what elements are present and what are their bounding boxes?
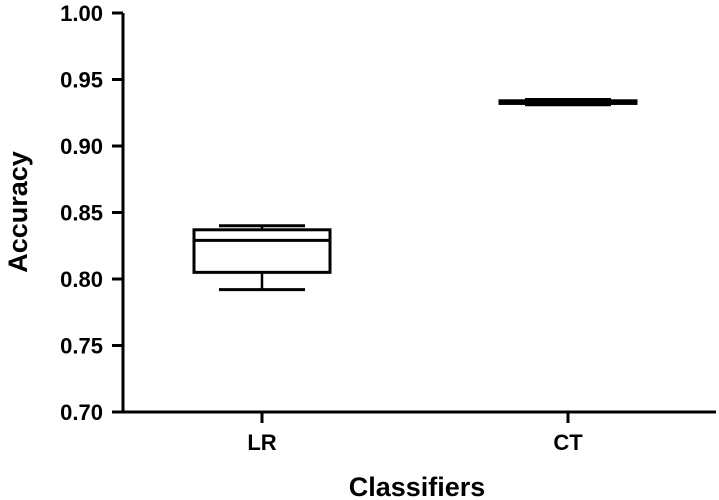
box-lr — [192, 224, 332, 292]
box-ct — [498, 97, 638, 107]
y-tick-label: 0.70 — [60, 400, 103, 425]
x-tick-label: LR — [247, 430, 276, 455]
y-axis-title: Accuracy — [3, 151, 33, 273]
x-axis: LR CT — [121, 410, 716, 455]
y-tick-label: 1.00 — [60, 1, 103, 26]
x-axis-title: Classifiers — [349, 472, 486, 500]
y-tick-label: 0.95 — [60, 68, 103, 93]
y-axis: 0.70 0.75 0.80 0.85 0.90 0.95 1.00 — [60, 1, 125, 425]
y-tick-label: 0.75 — [60, 334, 103, 359]
box-iqr — [192, 228, 332, 274]
y-tick-label: 0.85 — [60, 201, 103, 226]
x-tick-label: CT — [553, 430, 583, 455]
y-tick-label: 0.90 — [60, 134, 103, 159]
box-series — [192, 97, 638, 292]
y-tick-label: 0.80 — [60, 267, 103, 292]
